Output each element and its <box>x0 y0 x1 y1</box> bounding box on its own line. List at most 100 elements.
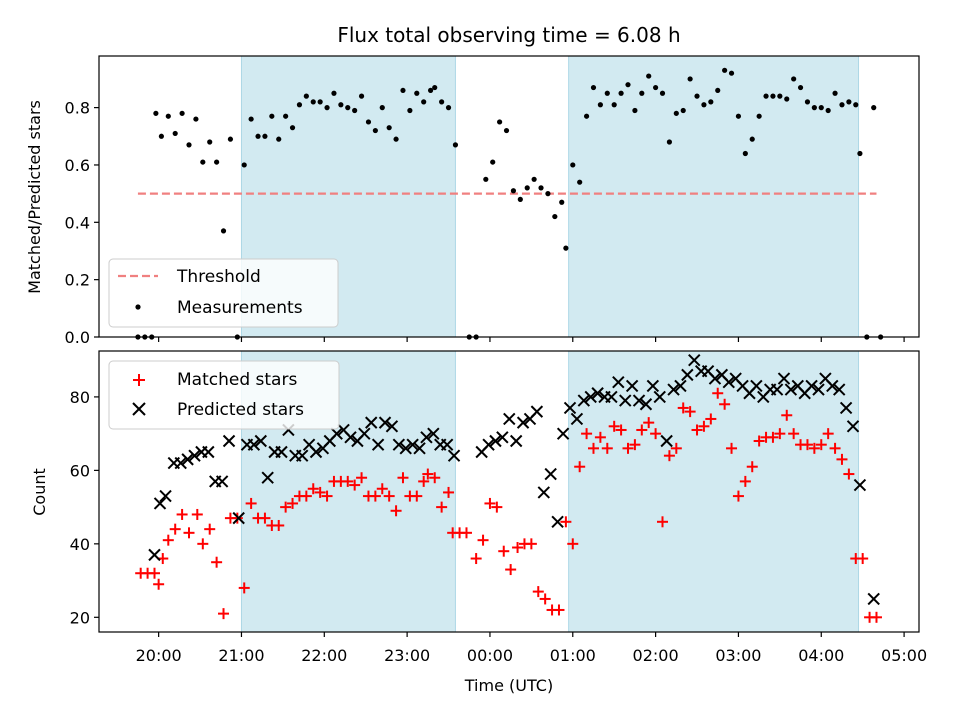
matched-star-point <box>169 523 181 535</box>
matched-star-point <box>726 442 738 454</box>
measurement-point <box>839 102 845 108</box>
measurement-point <box>345 105 351 111</box>
matched-star-point <box>663 450 675 462</box>
measurement-point <box>248 116 254 122</box>
bottom-legend: Matched stars Predicted stars <box>108 360 340 430</box>
bottom-x-ticks: 20:00 21:00 22:00 23:00 00:00 01:00 02:00 03:00… <box>136 632 927 665</box>
measurement-point <box>853 102 859 108</box>
top-x-ticks <box>158 337 905 342</box>
measurement-point <box>735 113 742 119</box>
matched-star-point <box>470 553 482 565</box>
measurement-point <box>352 107 358 114</box>
predicted-star-point <box>619 394 632 407</box>
predicted-star-point <box>577 394 591 407</box>
measurement-point <box>365 119 372 125</box>
measurement-point <box>379 105 385 111</box>
measurement-point <box>563 245 569 251</box>
matched-stars-legend-marker <box>133 374 145 386</box>
matched-star-point <box>211 556 223 568</box>
measurement-point <box>708 99 714 105</box>
matched-star-point <box>477 534 489 546</box>
measurement-point <box>338 102 344 108</box>
predicted-star-point <box>846 420 860 433</box>
predicted-star-point <box>188 449 201 462</box>
measurement-point <box>524 185 530 191</box>
measurement-point <box>604 90 610 96</box>
top-shaded-interval-2 <box>568 56 859 337</box>
measurement-point <box>324 105 330 111</box>
predicted-star-point <box>153 497 167 510</box>
measurement-point <box>296 102 303 108</box>
measurement-point <box>756 113 762 119</box>
predicted-star-point <box>556 427 570 440</box>
matched-star-point <box>870 611 882 623</box>
matched-star-point <box>712 387 724 399</box>
measurement-point <box>220 228 227 234</box>
measurement-point <box>611 102 617 108</box>
matched-star-point <box>719 398 731 410</box>
predicted-star-point <box>826 379 839 393</box>
measurement-point <box>227 136 234 142</box>
matched-star-point <box>218 608 230 620</box>
matched-star-point <box>397 472 409 484</box>
measurement-point <box>666 139 673 145</box>
matched-star-point <box>788 428 800 440</box>
matched-star-point <box>836 453 848 465</box>
top-y-tick-label: 0.0 <box>65 328 90 347</box>
matched-star-point <box>498 545 510 557</box>
predicted-star-point <box>181 453 194 466</box>
measurement-point <box>310 99 316 105</box>
matched-star-point <box>148 567 160 579</box>
top-y-tick-label: 0.4 <box>65 213 90 232</box>
threshold-legend-label: Threshold <box>176 267 261 287</box>
predicted-star-point <box>551 515 564 529</box>
matched-star-point <box>691 424 703 436</box>
predicted-star-point <box>440 438 454 451</box>
matched-star-point <box>436 501 448 513</box>
predicted-star-point <box>420 431 433 444</box>
matched-star-point <box>677 402 689 414</box>
predicted-star-point <box>632 394 646 407</box>
measurement-point <box>646 73 652 79</box>
predicted-star-point <box>378 416 392 429</box>
measurement-point <box>625 82 631 88</box>
x-tick-label: 01:00 <box>550 646 596 665</box>
measurement-point <box>421 99 427 105</box>
measurement-point <box>179 110 185 116</box>
predicted-star-point <box>385 420 399 433</box>
matched-stars-series <box>135 387 882 623</box>
predicted-star-point <box>148 548 161 562</box>
matched-star-point <box>670 442 682 454</box>
matched-star-point <box>238 582 250 594</box>
matched-star-point <box>491 501 503 513</box>
matched-star-point <box>176 508 188 520</box>
measurement-point <box>303 93 309 99</box>
predicted-star-point <box>853 478 867 492</box>
matched-star-point <box>753 435 765 447</box>
measurement-point <box>618 90 624 96</box>
matched-star-point <box>822 428 834 440</box>
matched-star-point <box>587 442 599 454</box>
measurement-point <box>427 87 434 94</box>
matched-star-point <box>153 578 165 590</box>
measurement-point <box>763 93 769 99</box>
matched-star-point <box>643 417 655 429</box>
matched-star-point <box>781 409 793 421</box>
measurement-point <box>818 105 824 111</box>
measurement-point <box>317 99 323 105</box>
measurement-point <box>386 125 392 131</box>
matched-star-point <box>857 553 869 565</box>
matched-star-point <box>698 420 710 432</box>
matched-star-point <box>287 497 299 509</box>
top-y-ticks: 0.0 0.2 0.4 0.6 0.8 <box>65 99 99 347</box>
predicted-star-point <box>867 592 880 606</box>
predicted-star-point <box>358 427 371 440</box>
measurement-point <box>871 105 877 111</box>
matched-star-point <box>314 486 326 498</box>
predicted-star-point <box>839 401 853 415</box>
measurement-point <box>445 105 452 111</box>
predicted-star-point <box>563 401 577 415</box>
predicted-star-point <box>625 379 639 393</box>
matched-star-point <box>601 442 613 454</box>
predicted-star-point <box>584 390 597 404</box>
